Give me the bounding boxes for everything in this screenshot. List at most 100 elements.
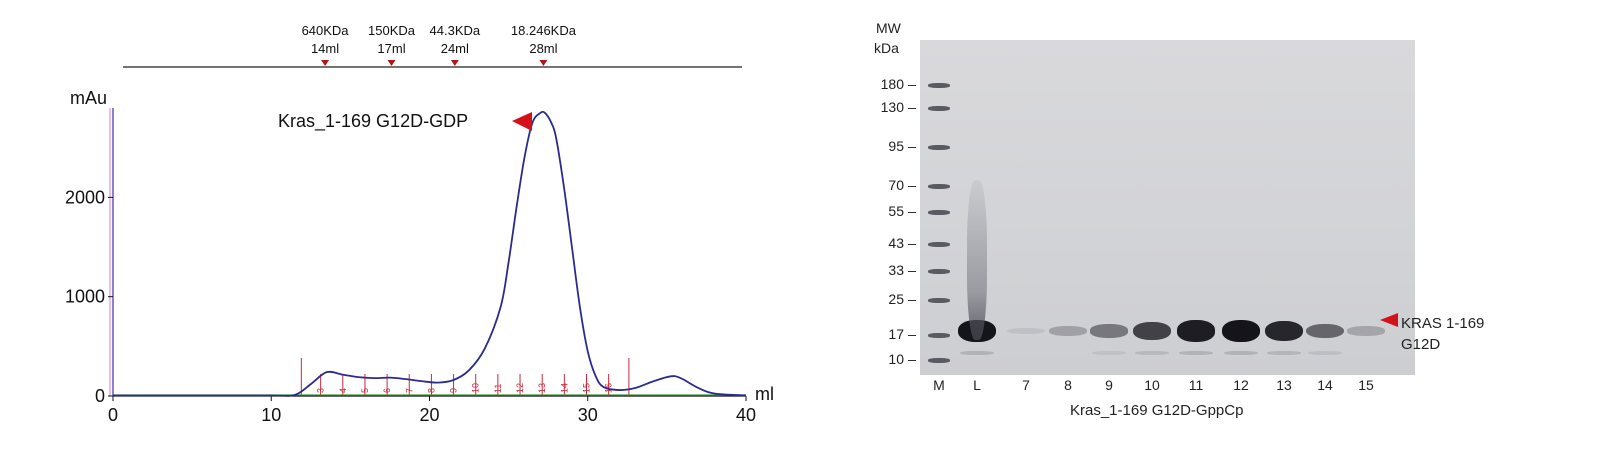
mw-marker-tick (908, 147, 916, 148)
lane-label: 13 (1276, 377, 1292, 393)
ladder-band (928, 210, 950, 215)
mw-marker-tick (908, 85, 916, 86)
mw-marker-tick (908, 108, 916, 109)
fraction-label: 7 (404, 388, 414, 393)
load-lane-smear (967, 180, 987, 340)
x-tick-label: 0 (108, 405, 118, 425)
mw-marker-tick (908, 244, 916, 245)
standard-marker-icon (539, 60, 548, 66)
protein-band (1007, 327, 1045, 335)
protein-band (1090, 324, 1128, 338)
ladder-band (928, 242, 950, 247)
mw-marker-label: 25 (888, 291, 904, 307)
absorbance-trace (112, 110, 747, 397)
ladder-band (928, 184, 950, 189)
protein-band (1222, 320, 1260, 342)
protein-band (1265, 320, 1303, 342)
protein-band (1049, 326, 1087, 336)
lane-label: L (973, 377, 981, 393)
mw-marker-tick (908, 335, 916, 336)
mw-marker-label: 10 (888, 351, 904, 367)
band-label-line1: KRAS 1-169 (1401, 315, 1485, 332)
x-tick-label: 30 (578, 405, 598, 425)
standard-marker-icon (450, 60, 459, 66)
size-standards-axis: 640KDa 14ml 150KDa 17ml 44.3KDa 24ml 18.246KDa… (123, 23, 742, 68)
standard-volume-label: 14ml (311, 41, 339, 56)
mw-header-line1: MW (876, 20, 901, 36)
protein-band-lower (1135, 351, 1169, 355)
ladder-band (928, 269, 950, 274)
standard-volume-label: 24ml (441, 41, 469, 56)
protein-band (1347, 326, 1385, 336)
lane-label: M (933, 377, 945, 393)
x-tick-label: 40 (736, 405, 756, 425)
gel-xlabel: Kras_1-169 G12D-GppCp (1070, 402, 1244, 419)
mw-marker-label: 33 (888, 262, 904, 278)
peak-annotation: Kras_1-169 G12D-GDP (278, 111, 468, 132)
chart-axes: 0 10 20 30 40 0 1000 2000 (65, 108, 756, 425)
band-label-line2: G12D (1401, 336, 1441, 353)
protein-band-lower (1308, 351, 1342, 355)
y-axis-label: mAu (70, 88, 107, 108)
protein-band (1306, 323, 1344, 339)
ladder-band (928, 333, 950, 338)
protein-band-lower (1179, 351, 1213, 355)
standard-volume-label: 28ml (529, 41, 557, 56)
fraction-label: 12 (515, 383, 525, 393)
y-tick-label: 0 (95, 386, 105, 406)
standard-marker-icon (321, 60, 330, 66)
mw-marker-tick (908, 271, 916, 272)
fraction-label: 15 (581, 383, 591, 393)
mw-marker-tick (908, 212, 916, 213)
protein-band-lower (1224, 351, 1258, 355)
ladder-band (928, 145, 950, 150)
fraction-label: 8 (426, 388, 436, 393)
protein-band-lower (1092, 351, 1126, 355)
mw-marker-label: 43 (888, 235, 904, 251)
mw-marker-label: 55 (888, 203, 904, 219)
fraction-label: 11 (493, 384, 503, 393)
lane-label: 11 (1188, 377, 1204, 393)
standard-marker-icon (387, 60, 396, 66)
lane-label: 10 (1144, 377, 1160, 393)
fraction-markers: 3 4 5 6 7 8 9 10 11 12 13 14 15 16 (300, 358, 630, 396)
x-tick-label: 20 (419, 405, 439, 425)
fraction-label: 14 (559, 383, 569, 393)
lane-label: 15 (1358, 377, 1374, 393)
y-tick-label: 2000 (65, 187, 105, 207)
chart-series (112, 110, 747, 397)
ladder-band (928, 106, 950, 111)
protein-band-lower (1267, 351, 1301, 355)
fraction-label: 4 (338, 388, 348, 393)
gel-image (920, 40, 1415, 375)
protein-band-lower (960, 351, 994, 355)
fraction-label: 13 (537, 383, 547, 393)
fraction-label: 5 (360, 388, 370, 393)
mw-marker-tick (908, 186, 916, 187)
lane-label: 7 (1022, 377, 1030, 393)
mw-marker-tick (908, 360, 916, 361)
protein-band (1177, 320, 1215, 342)
chromatogram-chart: 640KDa14ml150KDa17ml44.3KDa24ml18.246KDa… (65, 23, 774, 425)
mw-marker-label: 17 (888, 326, 904, 342)
fraction-label: 3 (316, 388, 326, 393)
mw-marker-label: 70 (888, 177, 904, 193)
mw-marker-label: 130 (880, 99, 904, 115)
protein-band (1133, 322, 1171, 340)
y-tick-label: 1000 (65, 287, 105, 307)
ladder-band (928, 83, 950, 88)
ladder-band (928, 358, 950, 363)
peak-arrow-icon (512, 112, 532, 131)
fraction-label: 9 (449, 388, 459, 393)
ladder-band (928, 298, 950, 303)
x-tick-label: 10 (261, 405, 281, 425)
fraction-label: 10 (471, 383, 481, 393)
x-axis-label: ml (755, 384, 774, 404)
standard-mw-label: 150KDa (368, 23, 416, 38)
standard-mw-label: 640KDa (302, 23, 350, 38)
mw-marker-tick (908, 300, 916, 301)
mw-marker-label: 95 (888, 138, 904, 154)
band-arrow-icon (1380, 313, 1398, 327)
lane-label: 12 (1233, 377, 1249, 393)
fraction-label: 6 (382, 388, 392, 393)
